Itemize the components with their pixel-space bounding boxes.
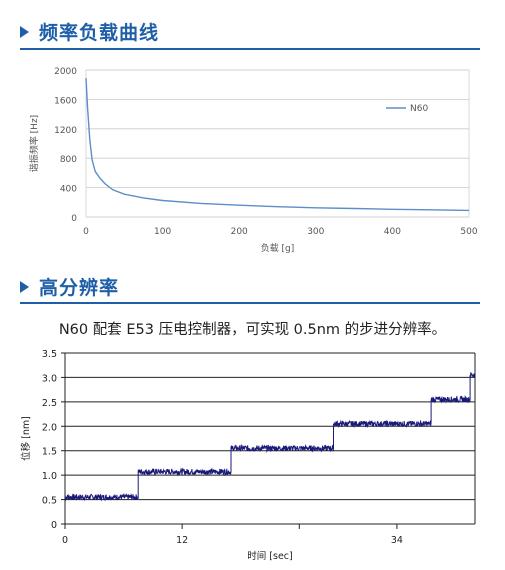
section-divider-1 <box>20 48 480 50</box>
plot-area <box>85 69 470 218</box>
y-tick-label: 3.0 <box>42 373 57 384</box>
series-line-n60 <box>85 78 470 212</box>
x-tick-label: 300 <box>307 227 324 237</box>
x-tick-label: 500 <box>460 227 477 237</box>
section-title-1: 频率负载曲线 <box>39 22 160 44</box>
section-header-2: 高分辨率 <box>20 273 119 300</box>
x-tick-label: 12 <box>176 535 188 546</box>
y-tick-label: 0 <box>71 214 77 224</box>
y-axis-title: 谐振频率 [Hz] <box>28 115 40 172</box>
resolution-note: N60 配套 E53 压电控制器，可实现 0.5nm 的步进分辨率。 <box>58 322 447 338</box>
x-tick-label: 400 <box>384 227 401 237</box>
x-tick-label: 0 <box>83 227 89 237</box>
frequency-load-chart: 0 400 800 1200 1600 2000 0 100 200 300 400 500 N60 负载… <box>28 67 478 254</box>
y-tick-label: 2.5 <box>42 398 57 409</box>
y-tick-label: 0.5 <box>42 496 57 507</box>
displacement-trace <box>64 372 476 502</box>
x-tick-label: 200 <box>231 227 248 237</box>
y-tick-label: 400 <box>60 185 77 195</box>
y-tick-label: 800 <box>60 155 77 165</box>
y-tick-label: 2000 <box>54 67 77 77</box>
y-tick-label: 1.0 <box>42 471 57 482</box>
y-tick-label: 1600 <box>54 96 77 106</box>
y-axis-title: 位移 [nm] <box>20 416 32 461</box>
y-tick-label: 1200 <box>54 126 77 136</box>
x-axis-title: 时间 [sec] <box>247 550 292 562</box>
section-title-2: 高分辨率 <box>39 277 120 299</box>
section-divider-2 <box>20 302 480 304</box>
legend-label: N60 <box>410 104 428 114</box>
x-tick-label: 34 <box>391 535 403 546</box>
y-tick-label: 0 <box>51 520 57 531</box>
y-tick-label: 1.5 <box>42 447 57 458</box>
x-tick-label: 0 <box>62 535 68 546</box>
triangle-right-icon <box>20 25 29 38</box>
x-axis-title: 负载 [g] <box>261 242 295 254</box>
x-tick-label: 100 <box>154 227 171 237</box>
triangle-right-icon <box>20 280 29 293</box>
section-header-1: 频率负载曲线 <box>20 18 159 45</box>
y-tick-label: 2.0 <box>42 422 57 433</box>
y-tick-label: 3.5 <box>42 349 57 360</box>
step-resolution-chart: 0 0.5 1.0 1.5 2.0 2.5 3.0 3.5 0 12 34 时间 [sec] 位移 [n… <box>20 349 476 562</box>
